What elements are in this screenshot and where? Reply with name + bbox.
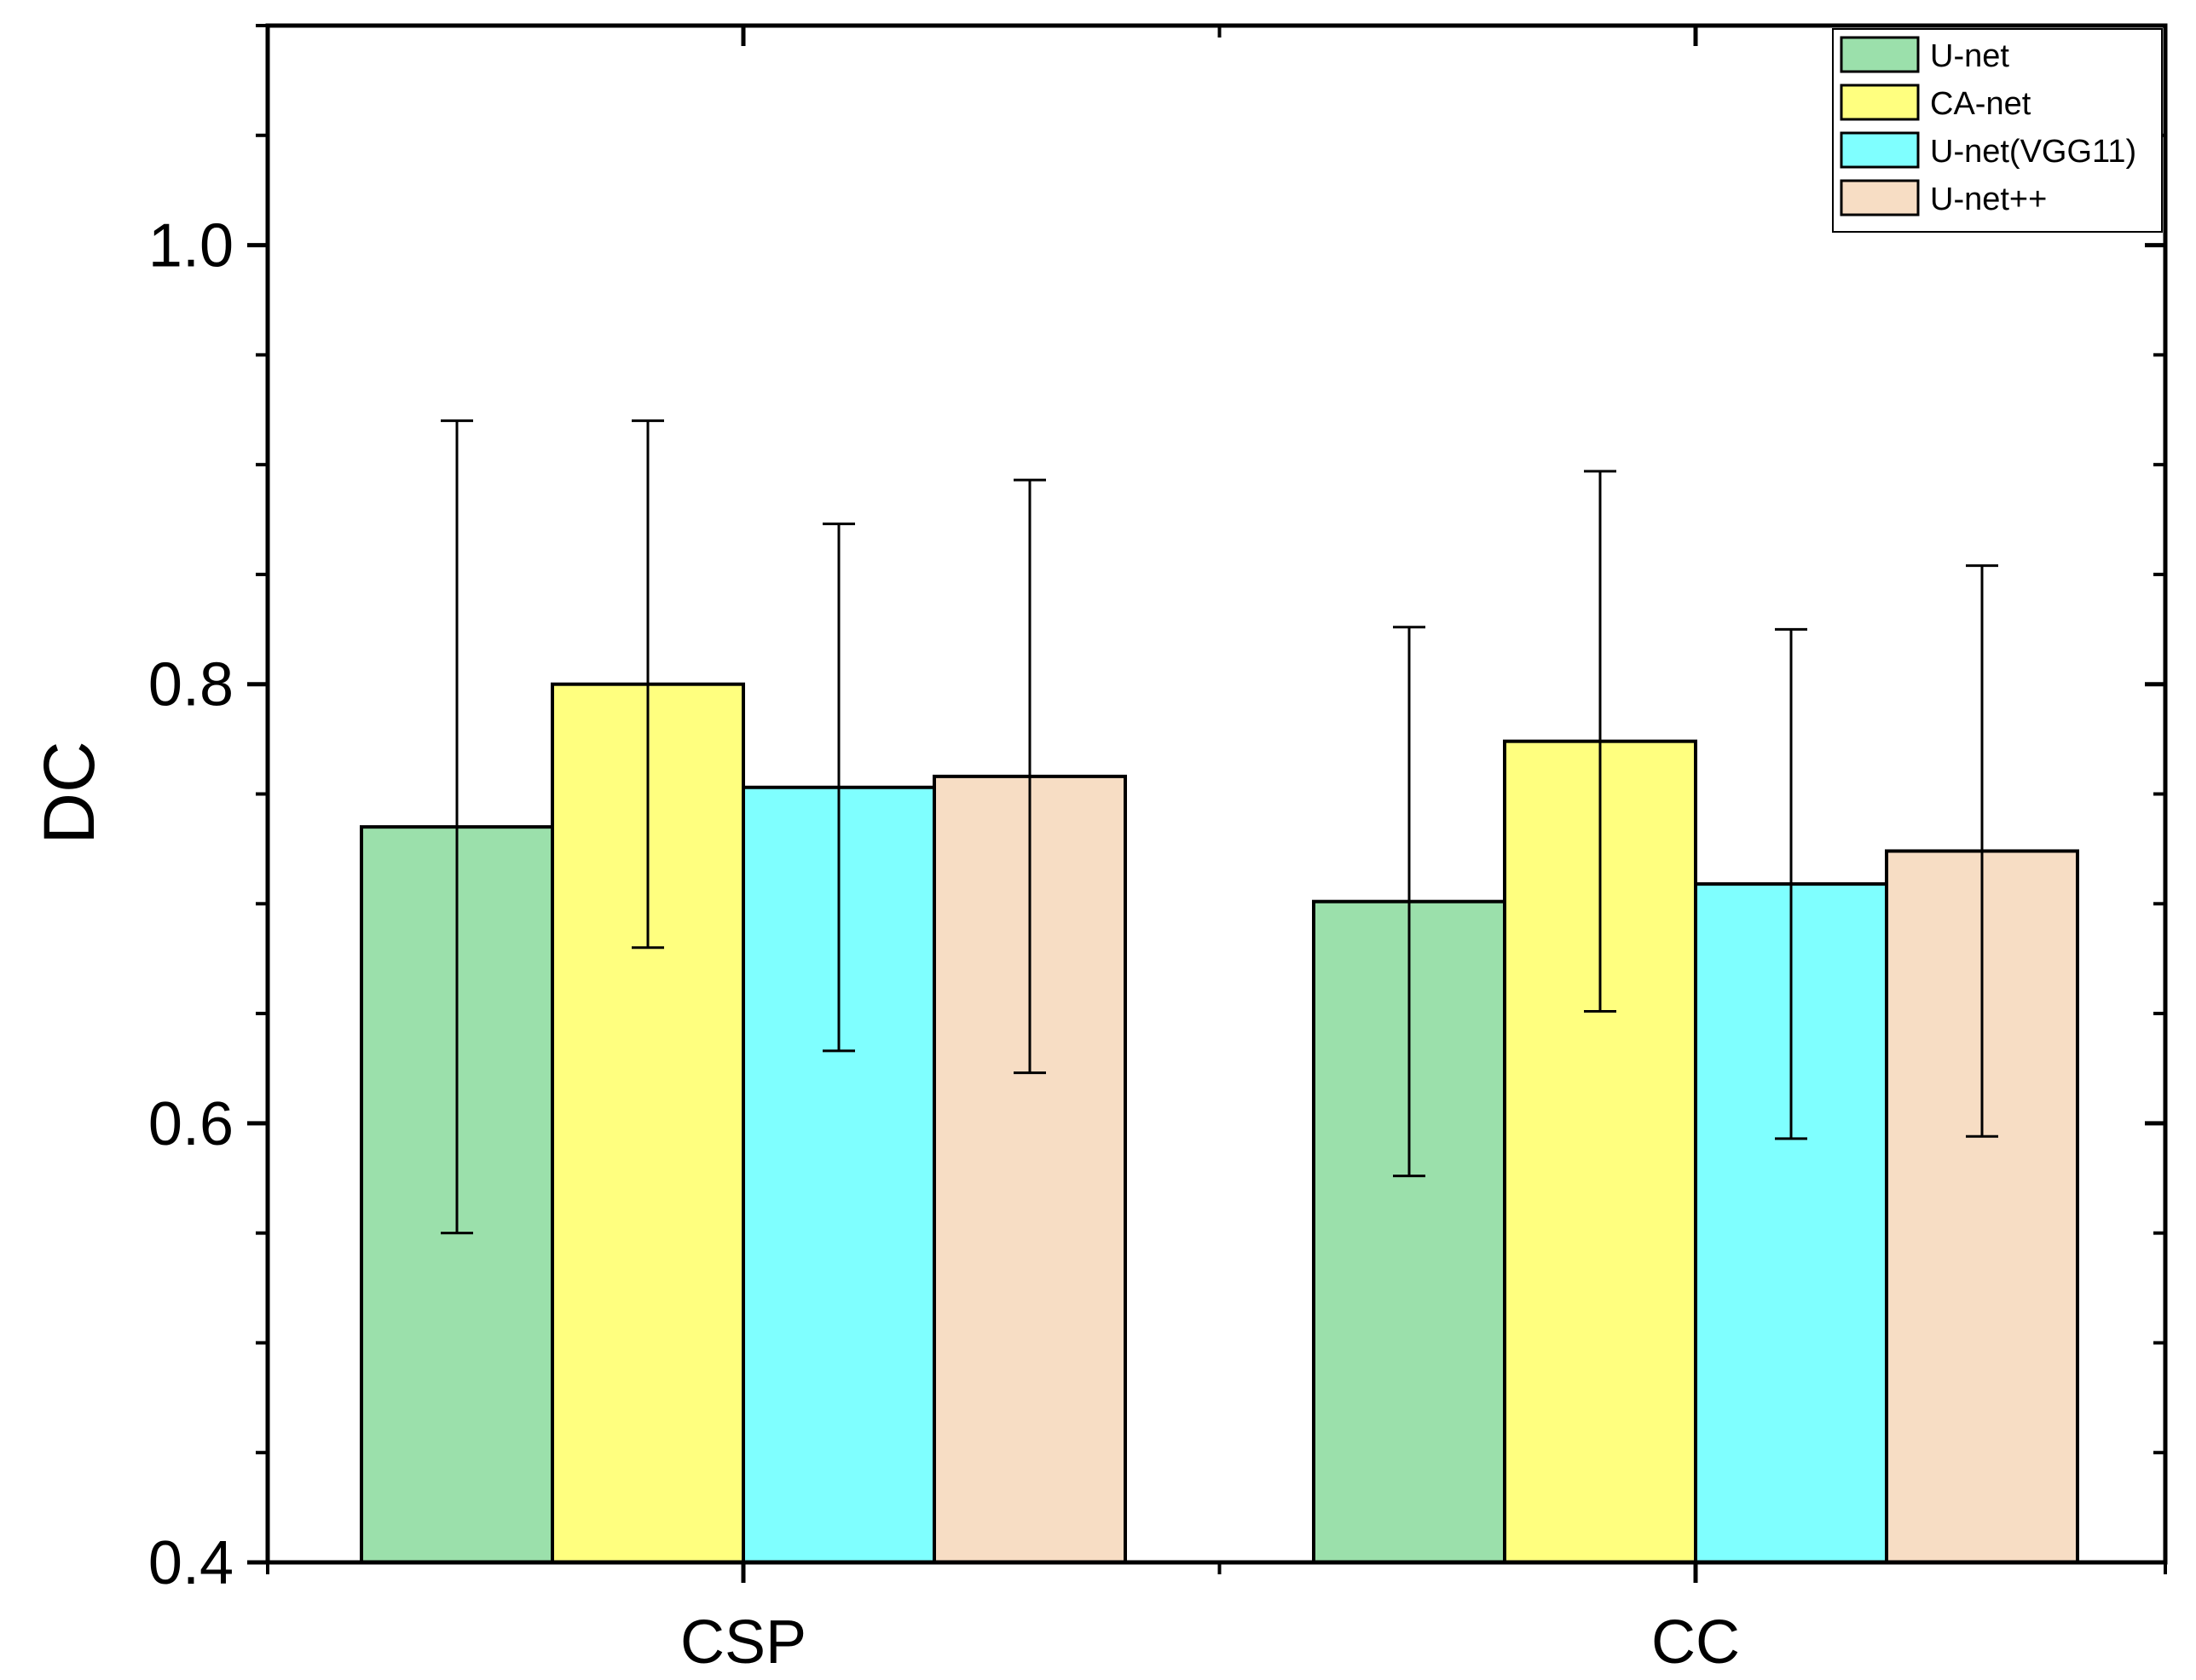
labels-layer: 0.4 0.6 0.8 1.0 CSP CC DC [29, 212, 1740, 1677]
y-tick-label: 0.8 [148, 651, 234, 719]
error-bar-csp-3 [1014, 478, 1046, 1075]
error-bar-cc-1 [1584, 470, 1616, 1013]
error-bar-csp-1 [632, 419, 664, 950]
y-axis-title: DC [29, 741, 109, 844]
legend-swatch [1840, 36, 1920, 73]
x-tick-label: CSP [680, 1608, 806, 1677]
error-bars-layer [441, 419, 1998, 1235]
legend-label: U-net [1930, 38, 2009, 74]
legend-swatch [1840, 179, 1920, 216]
error-bar-cc-0 [1393, 626, 1425, 1178]
error-bar-csp-0 [441, 419, 473, 1235]
error-bar-cc-3 [1966, 564, 1998, 1138]
y-tick-label: 1.0 [148, 212, 234, 280]
error-bar-cc-2 [1775, 627, 1807, 1140]
x-tick-label: CC [1651, 1608, 1740, 1677]
y-tick-label: 0.4 [148, 1529, 234, 1597]
legend-swatch [1840, 131, 1920, 169]
legend-label: U-net++ [1930, 182, 2047, 217]
legend: U-net CA-net U-net(VGG11) U-net++ [1832, 28, 2163, 233]
error-bar-csp-2 [823, 522, 855, 1053]
legend-label: U-net(VGG11) [1930, 134, 2136, 170]
axes-layer [247, 23, 2168, 1583]
legend-label: CA-net [1930, 86, 2031, 122]
legend-swatch [1840, 84, 1920, 121]
y-tick-label: 0.6 [148, 1090, 234, 1158]
bars-layer [360, 682, 2079, 1565]
